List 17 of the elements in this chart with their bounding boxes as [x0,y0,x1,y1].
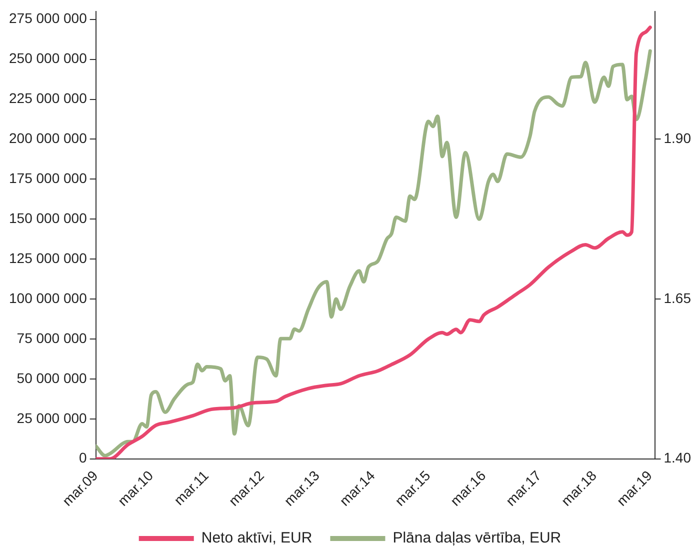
y2-tick-label: 1.65 [664,290,692,306]
y2-tick-label: 1.40 [664,450,692,466]
y-tick-label: 175 000 000 [8,170,88,186]
y-tick-label: 275 000 000 [8,10,88,26]
legend-label: Neto aktīvi, EUR [201,530,312,547]
y-tick-label: 150 000 000 [8,210,88,226]
y-tick-label: 0 [79,450,88,466]
y-tick-label: 50 000 000 [16,370,88,386]
y-tick-label: 225 000 000 [8,90,88,106]
y-tick-label: 200 000 000 [8,130,88,146]
y-tick-label: 25 000 000 [16,410,88,426]
y2-tick-label: 1.90 [664,130,692,146]
y-tick-label: 125 000 000 [8,250,88,266]
y-tick-label: 75 000 000 [16,330,88,346]
legend-label: Plāna daļas vērtība, EUR [392,530,562,547]
y-tick-label: 100 000 000 [8,290,88,306]
y-tick-label: 250 000 000 [8,50,88,66]
